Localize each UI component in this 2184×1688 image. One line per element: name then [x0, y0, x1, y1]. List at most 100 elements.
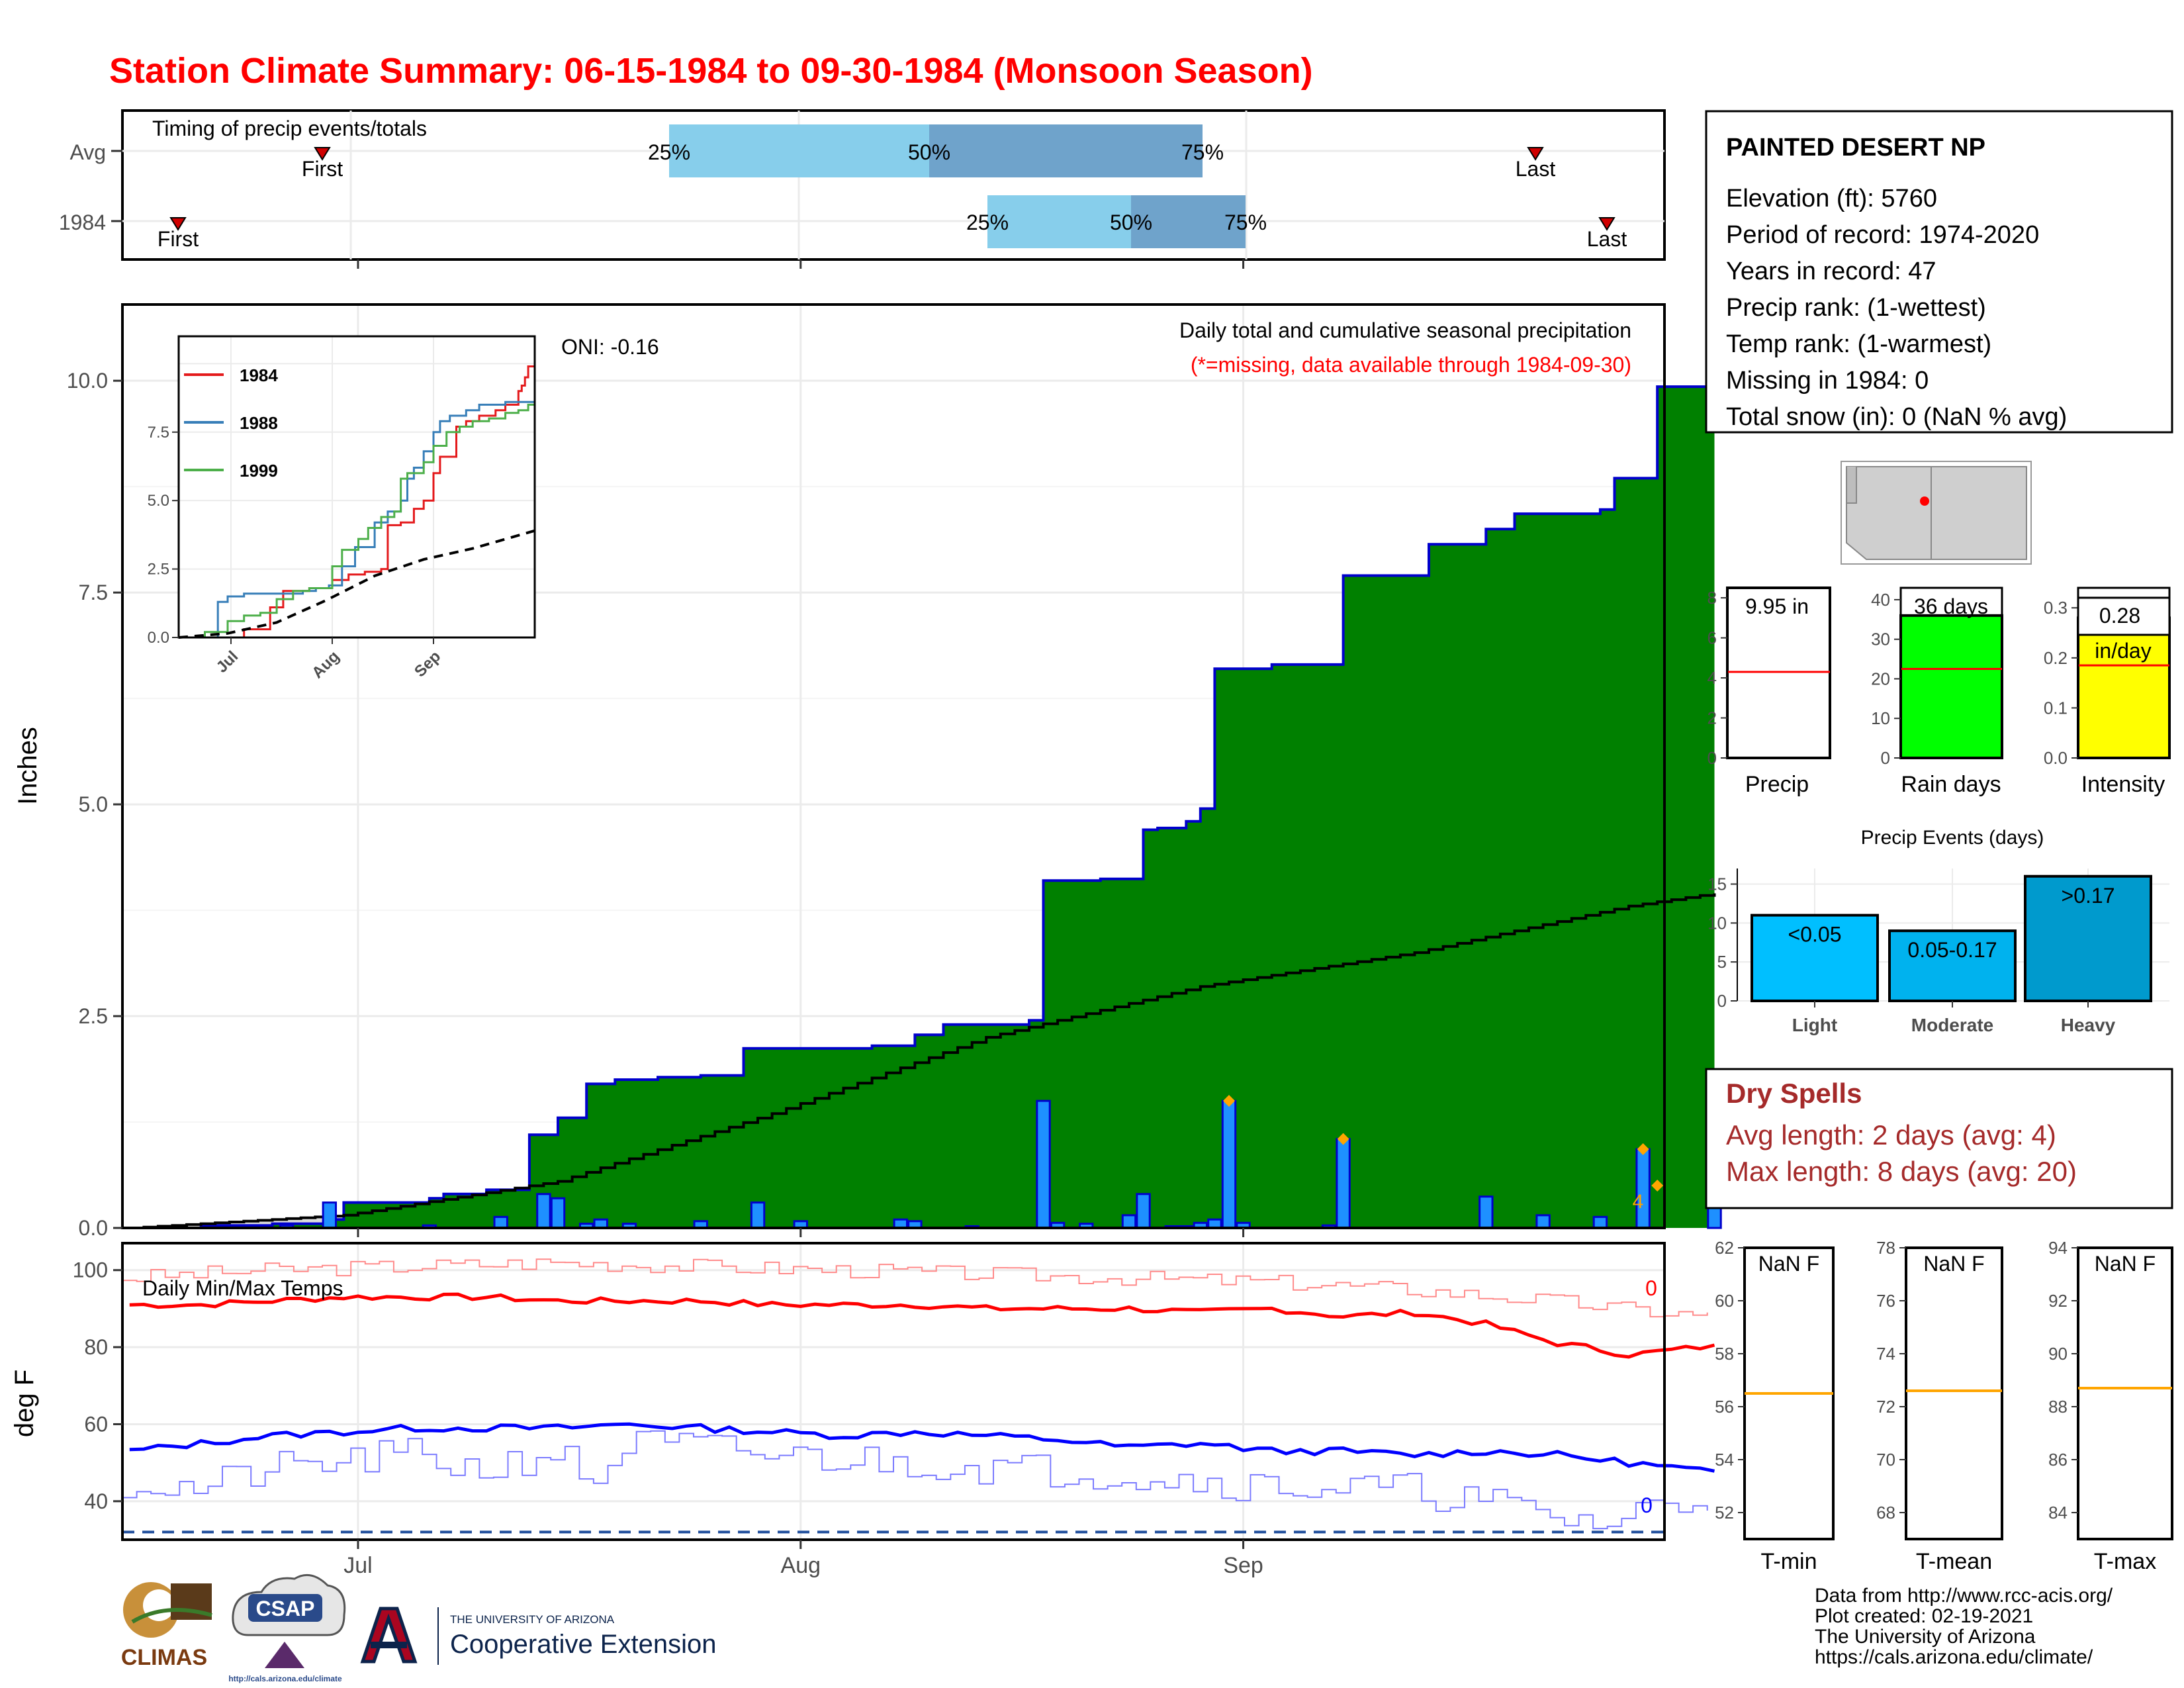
- temp-ticks: 40 60 80 100 Jul Aug Sep: [73, 1258, 1263, 1578]
- avg-last-marker: [1527, 147, 1544, 161]
- season-total-bars: 0 2 4 6 8 0 10 20 30 40 0.0 0.1 0.2 0.3 9.95 in Preci…: [1707, 586, 2171, 797]
- daily-precip-bar: [1635, 1148, 1651, 1229]
- mini-y-tick-label: 0.2: [2044, 648, 2068, 668]
- oni-label: ONI: -0.16: [561, 335, 659, 359]
- temp-box-y-tick-label: 84: [2048, 1503, 2068, 1523]
- climas-logo: CLIMAS: [121, 1582, 212, 1670]
- temp-gridlines: [122, 1243, 1664, 1540]
- avg-last-label: Last: [1516, 157, 1556, 181]
- daily-precip-bar: [1221, 1100, 1237, 1229]
- mini-chart-intensity: 0.28 in/day Intensity: [2081, 604, 2165, 797]
- inset-line-1988: [179, 400, 535, 639]
- new-mexico-shape: [1931, 466, 2027, 560]
- year-pct-50: 50%: [1110, 211, 1152, 234]
- temp-box-y-tick-label: 52: [1715, 1503, 1734, 1523]
- average-cumulative-line: [129, 893, 1716, 1229]
- precip-y-tick-label: 10.0: [67, 369, 108, 393]
- station-line-period: Period of record: 1974-2020: [1726, 221, 2039, 249]
- precip-panel: 0.0 2.5 5.0 7.5 10.0 Inches ONI: -0.16 Daily…: [13, 259, 1722, 1240]
- mini-y-tick-label: 8: [1707, 588, 1717, 608]
- station-line-precip-rank: Precip rank: (1-wettest): [1726, 294, 1986, 322]
- station-line-elevation: Elevation (ft): 5760: [1726, 185, 1937, 212]
- avg-pct-50: 50%: [908, 140, 950, 164]
- dry-spells-max: Max length: 8 days (avg: 20): [1726, 1156, 2077, 1187]
- logos: CLIMAS CSAP http://cals.arizona.edu/clim…: [121, 1573, 716, 1683]
- temp-box-y-tick-label: 56: [1715, 1397, 1734, 1417]
- mini-chart-precip: 9.95 in Precip: [1745, 594, 1809, 797]
- missing-note: (*=missing, data available through 1984-…: [1191, 353, 1631, 377]
- daily-precip-bar: [1592, 1215, 1608, 1229]
- inset-y-tick-label: 5.0: [148, 492, 169, 510]
- temp-box-y-tick-label: 54: [1715, 1450, 1734, 1470]
- events-y-tick-label: 0: [1717, 991, 1727, 1011]
- mini-chart-rain-days: 36 days Rain days: [1901, 594, 2001, 797]
- temperature-average-boxes: 52 54 56 58 60 62 68 70 72 74 76 78 84 86 88 90 92 94 NaN …: [1715, 1238, 2173, 1574]
- dry-spells-avg: Avg length: 2 days (avg: 4): [1726, 1119, 2056, 1150]
- mini-raindays-label: Rain days: [1901, 772, 2001, 797]
- timing-row-year: 1984: [59, 211, 106, 234]
- dry-spells-box: Dry Spells Avg length: 2 days (avg: 4) M…: [1705, 1068, 2173, 1209]
- precip-y-tick-label: 7.5: [79, 581, 108, 604]
- location-map: [1841, 461, 2032, 565]
- footer-line-data: Data from http://www.rcc-acis.org/: [1815, 1585, 2113, 1607]
- tmax-line: [129, 1292, 1715, 1359]
- mini-bar-0: [1726, 586, 1831, 759]
- extreme-marker: [1337, 1133, 1349, 1145]
- year-last-label: Last: [1587, 227, 1627, 251]
- mini-intensity-unit: in/day: [2095, 639, 2151, 663]
- inset-y-tick-label: 2.5: [148, 561, 169, 579]
- tmax-average-line: [122, 1258, 1708, 1318]
- precip-caption: Daily total and cumulative seasonal prec…: [1179, 318, 1631, 342]
- tmin-line: [129, 1422, 1715, 1473]
- temp-y-tick-label: 100: [73, 1258, 108, 1282]
- tmax-count: 0: [1645, 1276, 1657, 1300]
- temp-y-axis-label: deg F: [10, 1370, 39, 1437]
- daily-precip-bar: [1336, 1138, 1351, 1229]
- avg-pct-75: 75%: [1181, 140, 1224, 164]
- temp-box-y-tick-label: 68: [1876, 1503, 1895, 1523]
- temp-box-frame-1: [1905, 1246, 2003, 1540]
- mini-bar-1: [1899, 614, 2003, 760]
- mini-y-tick-label: 40: [1871, 590, 1890, 610]
- tmax-box-value: NaN F: [2095, 1252, 2156, 1276]
- temp-x-tick-label: Sep: [1223, 1553, 1263, 1578]
- station-line-temp-rank: Temp rank: (1-warmest): [1726, 330, 1991, 358]
- daily-precip-bar: [493, 1215, 508, 1229]
- mini-intensity-label: Intensity: [2081, 772, 2165, 797]
- precip-panel-frame: [121, 303, 1666, 1229]
- station-location-dot: [1920, 496, 1929, 506]
- mini-precip-value: 9.95 in: [1745, 594, 1809, 618]
- avg-pct-25: 25%: [648, 140, 690, 164]
- climas-logo-text: CLIMAS: [121, 1645, 207, 1670]
- university-of-arizona-logo: THE UNIVERSITY OF ARIZONA Cooperative Ex…: [360, 1607, 716, 1665]
- daily-precip-bar: [1535, 1214, 1551, 1229]
- mini-raindays-value: 36 days: [1914, 594, 1988, 618]
- precip-y-tick-label: 5.0: [79, 792, 108, 816]
- mini-bar-2: [2077, 616, 2171, 760]
- daily-precip-bar: [750, 1201, 766, 1229]
- year-quartile-25-50: [987, 195, 1131, 248]
- ua-line2: Cooperative Extension: [450, 1630, 716, 1659]
- temp-box-y-tick-label: 92: [2048, 1291, 2068, 1311]
- ua-line1: THE UNIVERSITY OF ARIZONA: [450, 1613, 615, 1626]
- temperature-panel: 40 60 80 100 Jul Aug Sep deg F Daily Min/Max T…: [10, 1242, 1715, 1578]
- temp-y-tick-label: 60: [84, 1412, 108, 1436]
- events-bar-label: 0.05-0.17: [1907, 938, 1997, 962]
- tmax-box-label: T-max: [2094, 1549, 2156, 1574]
- year-last-marker: [1598, 217, 1615, 231]
- daily-precip-bar: [536, 1193, 551, 1229]
- precip-y-axis-label: Inches: [13, 727, 42, 805]
- cumulative-precip-area: [129, 387, 1715, 1228]
- extreme-marker: [1637, 1143, 1649, 1155]
- tmin-average-line: [122, 1430, 1708, 1530]
- station-info-frame: [1705, 110, 2173, 434]
- temp-panel-frame: [121, 1242, 1666, 1541]
- avg-first-marker: [314, 147, 331, 161]
- year-pct-75: 75%: [1224, 211, 1267, 234]
- csap-logo: CSAP http://cals.arizona.edu/climate: [228, 1573, 346, 1683]
- year-first-marker: [169, 217, 187, 231]
- tmean-box-value: NaN F: [1923, 1252, 1984, 1276]
